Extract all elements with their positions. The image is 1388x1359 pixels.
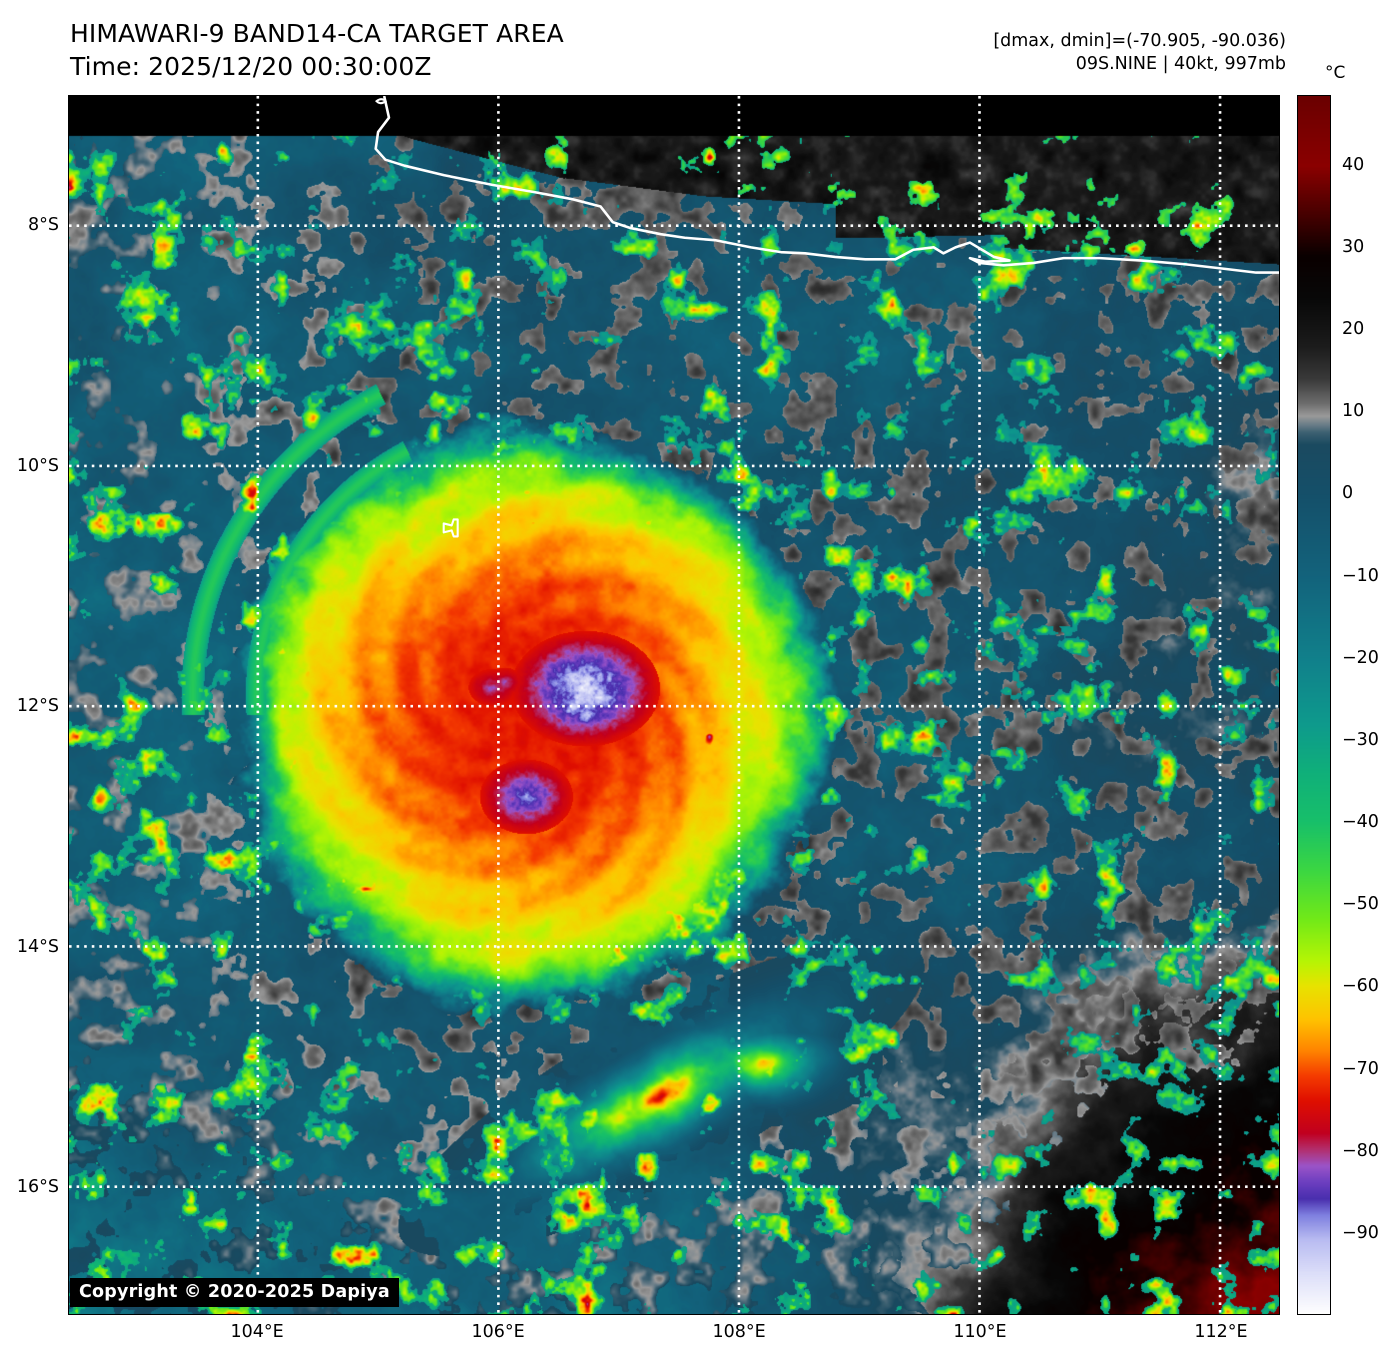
storm-position-marker [442, 518, 459, 538]
colorbar-gradient [1297, 95, 1331, 1315]
longitude-tick-label: 108°E [712, 1322, 766, 1342]
colorbar-tick-label: −30 [1342, 729, 1379, 750]
colorbar-tick-label: −60 [1342, 976, 1379, 997]
copyright-watermark: Copyright © 2020-2025 Dapiya [70, 1278, 399, 1307]
latitude-tick-label: 16°S [16, 1177, 59, 1198]
colorbar-tick-label: −80 [1342, 1140, 1379, 1161]
title-satellite-product: HIMAWARI-9 BAND14-CA TARGET AREA [70, 19, 564, 48]
colorbar-tick-label: −90 [1342, 1222, 1379, 1243]
storm-summary-readout: 09S.NINE | 40kt, 997mb [1075, 53, 1286, 74]
cyclone-symbol-icon [442, 518, 459, 538]
longitude-tick-label: 112°E [1194, 1322, 1248, 1342]
coastline-path [374, 96, 1279, 274]
infrared-brightness-temperature-raster [69, 96, 1279, 1314]
map-overlay-layer [69, 96, 1279, 1314]
latlon-gridlines [69, 96, 1279, 1314]
colorbar-tick-label: 40 [1342, 154, 1365, 175]
island-outline [375, 98, 388, 105]
colorbar-tick-label: −50 [1342, 894, 1379, 915]
latitude-tick-label: 10°S [16, 455, 59, 476]
latitude-tick-label: 8°S [28, 214, 59, 235]
colorbar-tick-label: −20 [1342, 647, 1379, 668]
colorbar-tick-label: −70 [1342, 1058, 1379, 1079]
latitude-tick-label: 12°S [16, 696, 59, 717]
colorbar-unit-label: °C [1325, 63, 1346, 83]
colorbar-tick-label: 20 [1342, 319, 1365, 340]
longitude-tick-label: 104°E [230, 1322, 284, 1342]
colorbar-tick-label: 30 [1342, 236, 1365, 257]
satellite-image-plot [68, 95, 1280, 1315]
dmax-dmin-readout: [dmax, dmin]=(-70.905, -90.036) [993, 31, 1286, 51]
metadata-block: [dmax, dmin]=(-70.905, -90.036) 09S.NINE… [993, 30, 1286, 76]
colorbar-tick-label: −40 [1342, 812, 1379, 833]
page-title: HIMAWARI-9 BAND14-CA TARGET AREA Time: 2… [70, 18, 564, 83]
title-observation-time: Time: 2025/12/20 00:30:00Z [70, 51, 432, 81]
coastline-overlay [374, 96, 1279, 274]
colorbar-tick-label: −10 [1342, 565, 1379, 586]
longitude-tick-label: 110°E [953, 1322, 1007, 1342]
longitude-tick-label: 106°E [471, 1322, 525, 1342]
latitude-tick-label: 14°S [16, 936, 59, 957]
colorbar-tick-label: 10 [1342, 401, 1365, 422]
colorbar-tick-label: 0 [1342, 483, 1354, 504]
colorbar [1297, 95, 1331, 1315]
